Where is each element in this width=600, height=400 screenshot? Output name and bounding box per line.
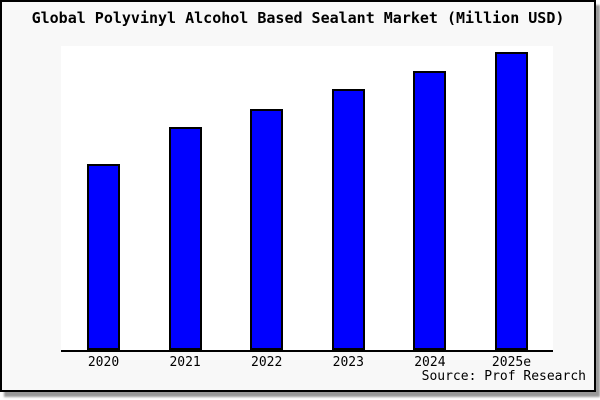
bar-2023	[331, 89, 365, 350]
bar-2021	[168, 127, 202, 350]
bar-2024	[413, 71, 447, 350]
bar-2020	[87, 164, 120, 350]
x-tick-label-2021: 2021	[169, 355, 201, 370]
chart-title: Global Polyvinyl Alcohol Based Sealant M…	[31, 9, 565, 27]
bar-2025e	[495, 52, 528, 350]
bar-2022	[250, 109, 284, 350]
source-credit: Source: Prof Research	[421, 369, 586, 384]
x-tick-label-2022: 2022	[251, 355, 283, 370]
x-tick-label-2025e: 2025e	[491, 355, 532, 370]
x-tick-label-2023: 2023	[332, 355, 364, 370]
x-tick-label-2020: 2020	[87, 355, 120, 370]
x-tick-label-2024: 2024	[414, 355, 446, 370]
chart-frame: Global Polyvinyl Alcohol Based Sealant M…	[0, 0, 596, 392]
plot-area	[61, 46, 553, 352]
